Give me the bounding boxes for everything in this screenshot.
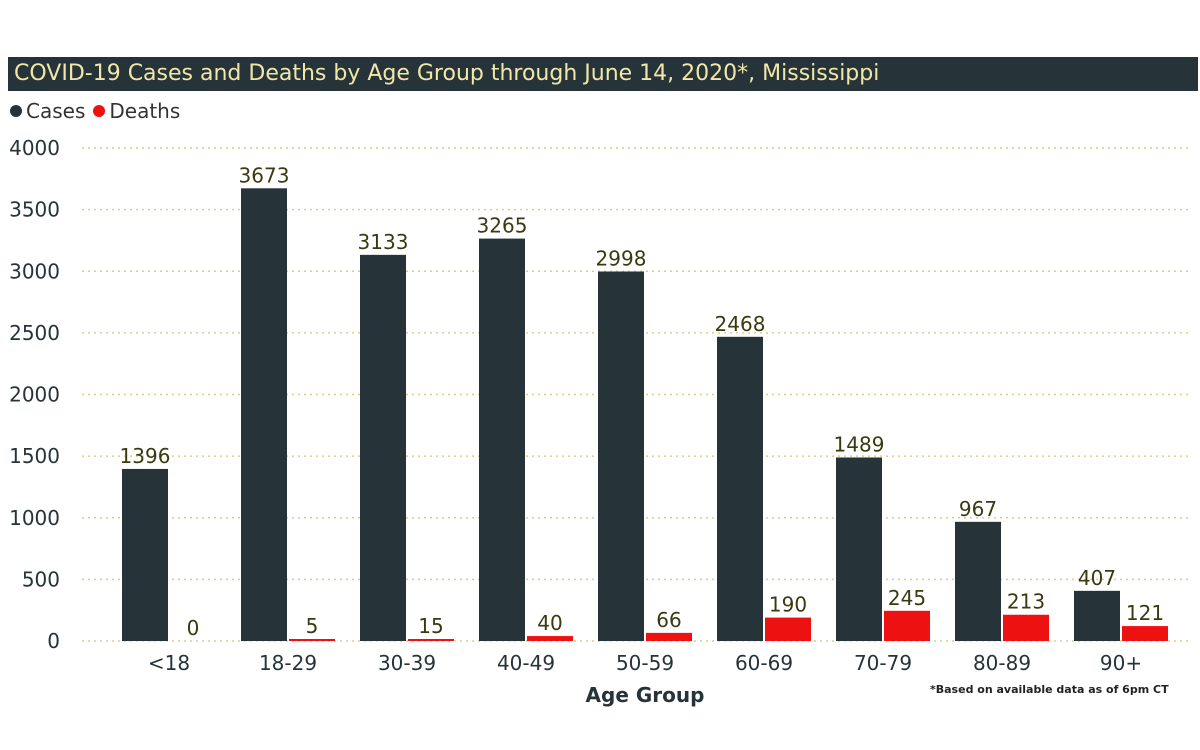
bar-deaths	[765, 617, 811, 641]
x-tick-label: 80-89	[973, 651, 1031, 675]
legend-label-cases: Cases	[26, 99, 86, 123]
y-axis-ticks: 0 500 1000 1500 2000 2500 3000 3500 4000	[9, 136, 60, 653]
data-labels: 1396 0 3673 5 3133 15 3265 40 2998 66 2468 190 1489 2…	[120, 163, 1165, 640]
bar-deaths	[527, 636, 573, 641]
x-tick-label: 40-49	[497, 651, 555, 675]
legend-swatch-deaths	[93, 105, 106, 117]
y-tick-label: 1500	[9, 444, 60, 468]
data-label-deaths: 66	[656, 608, 681, 632]
data-label-deaths: 213	[1007, 590, 1045, 614]
bar-cases	[122, 468, 168, 641]
data-label-deaths: 5	[306, 614, 319, 638]
y-tick-label: 3500	[9, 198, 60, 222]
bar-cases	[717, 336, 763, 641]
footnote: *Based on available data as of 6pm CT	[930, 683, 1169, 696]
x-axis-label: Age Group	[586, 683, 705, 707]
y-tick-label: 1000	[9, 506, 60, 530]
bar-cases	[1074, 590, 1120, 641]
data-label-cases: 407	[1078, 566, 1116, 590]
y-tick-label: 4000	[9, 136, 60, 160]
bar-cases	[241, 188, 287, 642]
data-label-cases: 967	[959, 497, 997, 521]
bar-cases	[955, 521, 1001, 641]
legend-item-deaths: Deaths	[93, 99, 180, 123]
legend-item-cases: Cases	[10, 99, 85, 123]
data-label-deaths: 40	[537, 611, 562, 635]
y-tick-label: 0	[47, 629, 60, 653]
bar-deaths	[408, 639, 454, 641]
chart-title: COVID-19 Cases and Deaths by Age Group t…	[8, 57, 1198, 91]
data-label-deaths: 15	[418, 614, 443, 638]
y-tick-label: 2500	[9, 321, 60, 345]
x-tick-label: 90+	[1100, 651, 1142, 675]
bar-cases	[598, 271, 644, 641]
x-tick-label: 70-79	[854, 651, 912, 675]
data-label-cases: 3133	[358, 230, 409, 254]
data-label-deaths: 245	[888, 586, 926, 610]
data-label-cases: 3265	[477, 214, 528, 238]
bar-deaths	[289, 639, 335, 641]
bars	[122, 188, 1168, 642]
data-label-cases: 3673	[239, 163, 290, 187]
y-tick-label: 2000	[9, 383, 60, 407]
bar-cases	[360, 254, 406, 641]
data-label-deaths: 190	[769, 593, 807, 617]
data-label-cases: 2998	[596, 246, 647, 270]
x-axis-ticks: <18 18-29 30-39 40-49 50-59 60-69 70-79 80-89 90…	[148, 651, 1142, 675]
x-tick-label: 18-29	[259, 651, 317, 675]
data-label-cases: 2468	[715, 312, 766, 336]
legend-label-deaths: Deaths	[109, 99, 181, 123]
x-tick-label: <18	[148, 651, 190, 675]
bar-deaths	[646, 632, 692, 641]
chart-legend: Cases Deaths	[10, 97, 184, 125]
bar-cases	[836, 457, 882, 641]
y-tick-label: 3000	[9, 259, 60, 283]
y-tick-label: 500	[22, 567, 60, 591]
x-tick-label: 30-39	[378, 651, 436, 675]
data-label-deaths: 121	[1126, 601, 1164, 625]
bar-deaths	[1003, 614, 1049, 641]
x-tick-label: 60-69	[735, 651, 793, 675]
data-label-cases: 1489	[834, 432, 885, 456]
x-tick-label: 50-59	[616, 651, 674, 675]
data-label-deaths: 0	[187, 616, 200, 640]
data-label-cases: 1396	[120, 444, 171, 468]
bar-cases	[479, 238, 525, 641]
bar-deaths	[1122, 626, 1168, 641]
bar-deaths	[884, 610, 930, 641]
legend-swatch-cases	[10, 105, 22, 117]
